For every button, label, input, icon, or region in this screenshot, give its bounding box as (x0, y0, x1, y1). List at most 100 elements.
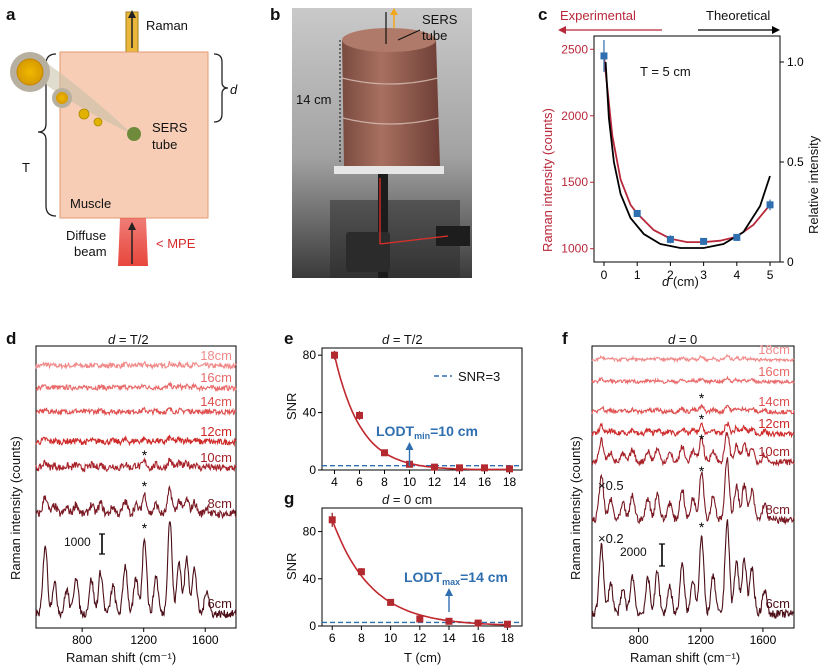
g-title-rest: = 0 cm (389, 492, 432, 507)
g-ytick-label-0: 0 (309, 619, 316, 633)
c-frame (593, 35, 781, 263)
e-point-5 (456, 464, 463, 472)
panel-f-spectra: f d = 0 800 1200 160018cm16cm14cm12cm10cm8… (562, 329, 795, 665)
g-lod-main: LODT (404, 569, 443, 585)
e-xtick-label-7: 18 (503, 475, 517, 489)
g-ytick-label-2: 80 (303, 525, 317, 539)
f-title-rest: = 0 (675, 332, 697, 347)
panel-c-chart: c Experimental Theoretical T = 5 cm 0 1 2 3… (538, 5, 821, 289)
f-trace-18cm (591, 353, 795, 364)
g-point-5 (474, 619, 482, 627)
e-point-7 (506, 465, 513, 473)
d-star-0: * (142, 447, 148, 463)
g-xtick-label-1: 8 (358, 631, 365, 645)
c-ylabel-right: Relative intensity (806, 135, 821, 234)
f-star-2: * (699, 431, 705, 447)
c-ytick-right-label-0: 0 (787, 255, 794, 269)
g-point-0 (328, 516, 336, 524)
e-ytick-label-0: 0 (309, 463, 316, 477)
e-xtick-label-3: 10 (403, 475, 417, 489)
e-title: d = T/2 (382, 332, 423, 347)
e-xtick-label-1: 6 (356, 475, 363, 489)
d-trace-label-18cm: 18cm (200, 348, 232, 363)
g-xtick-label-2: 10 (384, 631, 398, 645)
f-trace-label-14cm: 14cm (758, 394, 790, 409)
g-xtick-label-3: 12 (413, 631, 427, 645)
d-frame (35, 345, 237, 629)
e-lod-main: LODT (376, 423, 415, 439)
theoretical-label: Theoretical (706, 8, 770, 23)
panel-f-letter: f (562, 329, 568, 348)
f-title-var: d (668, 332, 676, 347)
e-lod-label: LODTmin=10 cm (376, 423, 478, 441)
e-ytick-label-1: 40 (303, 406, 317, 420)
g-xtick-label-0: 6 (329, 631, 336, 645)
f-trace-label-16cm: 16cm (758, 364, 790, 379)
g-lod-arrow-head (445, 588, 454, 596)
f-scalebar-label: 2000 (620, 545, 647, 559)
f-star-0: * (699, 390, 705, 406)
c-xlabel: d (cm) (662, 274, 699, 289)
c-point-5 (766, 201, 774, 209)
panel-c-letter: c (538, 5, 547, 24)
e-fit-curve (333, 355, 510, 471)
nanoparticle-small-2 (93, 117, 103, 127)
f-trace-label-12cm: 12cm (758, 416, 790, 431)
e-point-4 (431, 463, 438, 471)
tube-label: tube (152, 137, 177, 152)
panel-c-axes: 0 1 2 3 4 5 1000 1500 2000 2500 0 0.5 1.0 (561, 35, 804, 282)
plate (334, 166, 444, 174)
f-trace-10cm (591, 431, 795, 467)
f-trace-16cm (591, 375, 795, 386)
sers-tube-dot (127, 127, 141, 141)
experimental-label: Experimental (560, 8, 636, 23)
photo-tube-label: tube (422, 28, 447, 43)
e-lod-arrow-head (405, 442, 414, 450)
e-frame (321, 347, 523, 471)
c-theoretical-curve (604, 61, 771, 249)
panel-a-letter: a (6, 5, 16, 24)
d-scalebar-label: 1000 (64, 535, 91, 549)
d-title-var: d (108, 332, 116, 347)
panel-d-traces: 800 1200 1600 18cm 16cm 14cm 12cm 10cm 8cm 6cm * * * (35, 345, 237, 647)
g-point-4 (445, 617, 453, 625)
d-title-rest: = T/2 (115, 332, 148, 347)
c-point-2 (666, 235, 674, 243)
g-ylabel: SNR (284, 553, 299, 580)
d-star-1: * (142, 478, 148, 494)
panel-d-spectra: d d = T/2 800 1200 1600 18cm 16cm 14cm 12cm 10c… (6, 329, 237, 665)
g-point-2 (387, 598, 395, 606)
d-brace (213, 53, 229, 123)
meat-slices (341, 77, 440, 125)
c-xlabel-unit: (cm) (669, 274, 699, 289)
c-xtick-label-0: 0 (601, 268, 608, 282)
d-trace-8cm (35, 485, 237, 520)
e-xtick-label-0: 4 (331, 475, 338, 489)
sers-pointer (397, 29, 421, 41)
e-title-var: d (382, 332, 390, 347)
panel-e-axes: 4 6 8 10 12 14 16 18 0 40 80 (303, 347, 523, 489)
sers-label: SERS (152, 120, 188, 135)
e-legend-label: SNR=3 (458, 369, 500, 384)
c-point-1 (633, 209, 641, 217)
g-xtick-label-6: 18 (501, 631, 515, 645)
d-trace-6cm (35, 521, 237, 620)
e-lod-sub: min (414, 431, 430, 441)
d-star-2: * (142, 520, 148, 536)
raman-arrow-head (128, 10, 136, 18)
raman-orange-arrow-head (390, 8, 398, 15)
f-xtick-label-1: 1200 (687, 633, 714, 647)
g-point-6 (503, 620, 511, 628)
c-xlabel-var: d (662, 274, 670, 289)
e-xtick-label-5: 14 (453, 475, 467, 489)
f-trace-label-18cm: 18cm (758, 342, 790, 357)
g-xtick-label-5: 16 (472, 631, 486, 645)
nanoparticle-gold-medium (56, 92, 68, 104)
f-xtick-label-0: 800 (629, 633, 649, 647)
g-frame (321, 507, 523, 627)
d-ylabel: Raman intensity (counts) (8, 436, 23, 580)
theoretical-arrow-head (772, 26, 780, 34)
photo-lens-mount (346, 232, 390, 272)
d-trace-18cm (35, 360, 237, 371)
photo-laser-head (436, 226, 470, 246)
